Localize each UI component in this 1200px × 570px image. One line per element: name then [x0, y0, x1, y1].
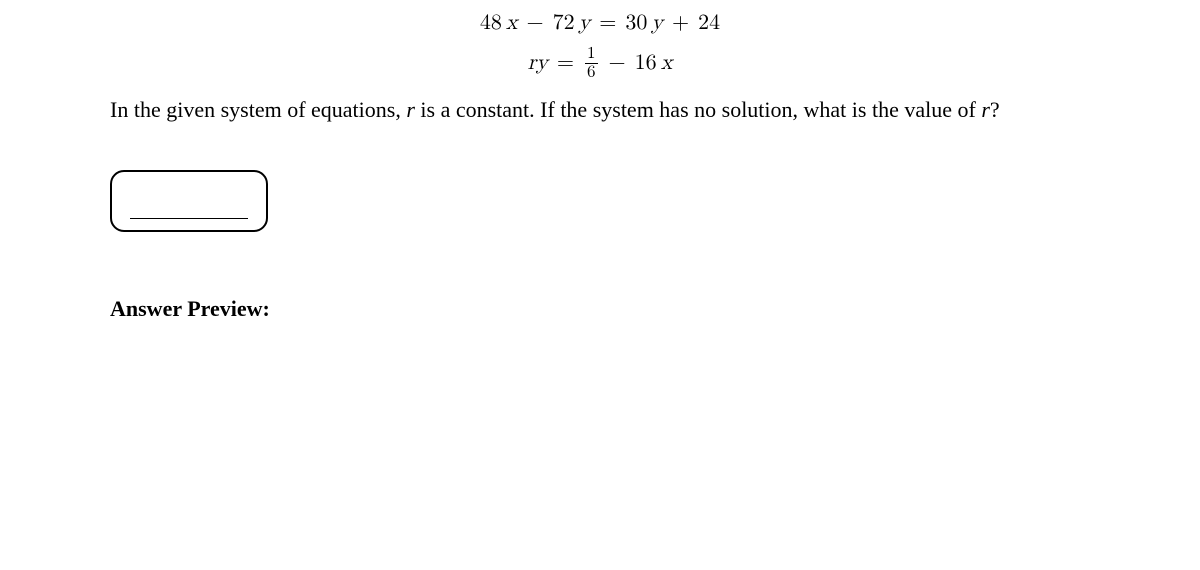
answer-preview-label: Answer Preview: [110, 296, 1090, 322]
question-container: 48x − 72y = 30y + 24 ry = 1 6 − 16x [0, 0, 1200, 322]
equation-2: ry = 1 6 − 16x [110, 45, 1090, 82]
eq2-equals: = [552, 48, 579, 79]
prompt-part3: ? [990, 97, 1000, 122]
eq1-coef-a: 48 [480, 8, 502, 39]
prompt-part2: is a constant. If the system has no solu… [415, 97, 981, 122]
eq1-var-a: x [506, 8, 518, 39]
eq2-lhs: ry [528, 48, 548, 79]
eq2-frac-den: 6 [585, 63, 598, 82]
eq1-op1: − [521, 8, 548, 39]
question-prompt: In the given system of equations, r is a… [110, 93, 1090, 127]
eq1-op2: + [667, 8, 694, 39]
eq2-op: − [604, 48, 631, 79]
answer-input-box[interactable] [110, 170, 268, 232]
eq2-coef: 16 [635, 48, 657, 79]
eq1-const: 24 [698, 8, 720, 39]
eq1-equals: = [594, 8, 621, 39]
eq1-coef-c: 30 [625, 8, 647, 39]
eq1-var-c: y [651, 8, 663, 39]
eq2-frac-num: 1 [585, 45, 598, 63]
eq2-fraction: 1 6 [585, 45, 598, 82]
answer-input-line [130, 218, 248, 219]
prompt-part1: In the given system of equations, [110, 97, 406, 122]
equation-block: 48x − 72y = 30y + 24 ry = 1 6 − 16x [110, 8, 1090, 81]
prompt-var1: r [406, 97, 415, 122]
eq1-var-b: y [579, 8, 591, 39]
eq1-coef-b: 72 [553, 8, 575, 39]
eq2-var: x [661, 48, 673, 79]
equation-1: 48x − 72y = 30y + 24 [110, 8, 1090, 39]
prompt-var2: r [981, 97, 990, 122]
